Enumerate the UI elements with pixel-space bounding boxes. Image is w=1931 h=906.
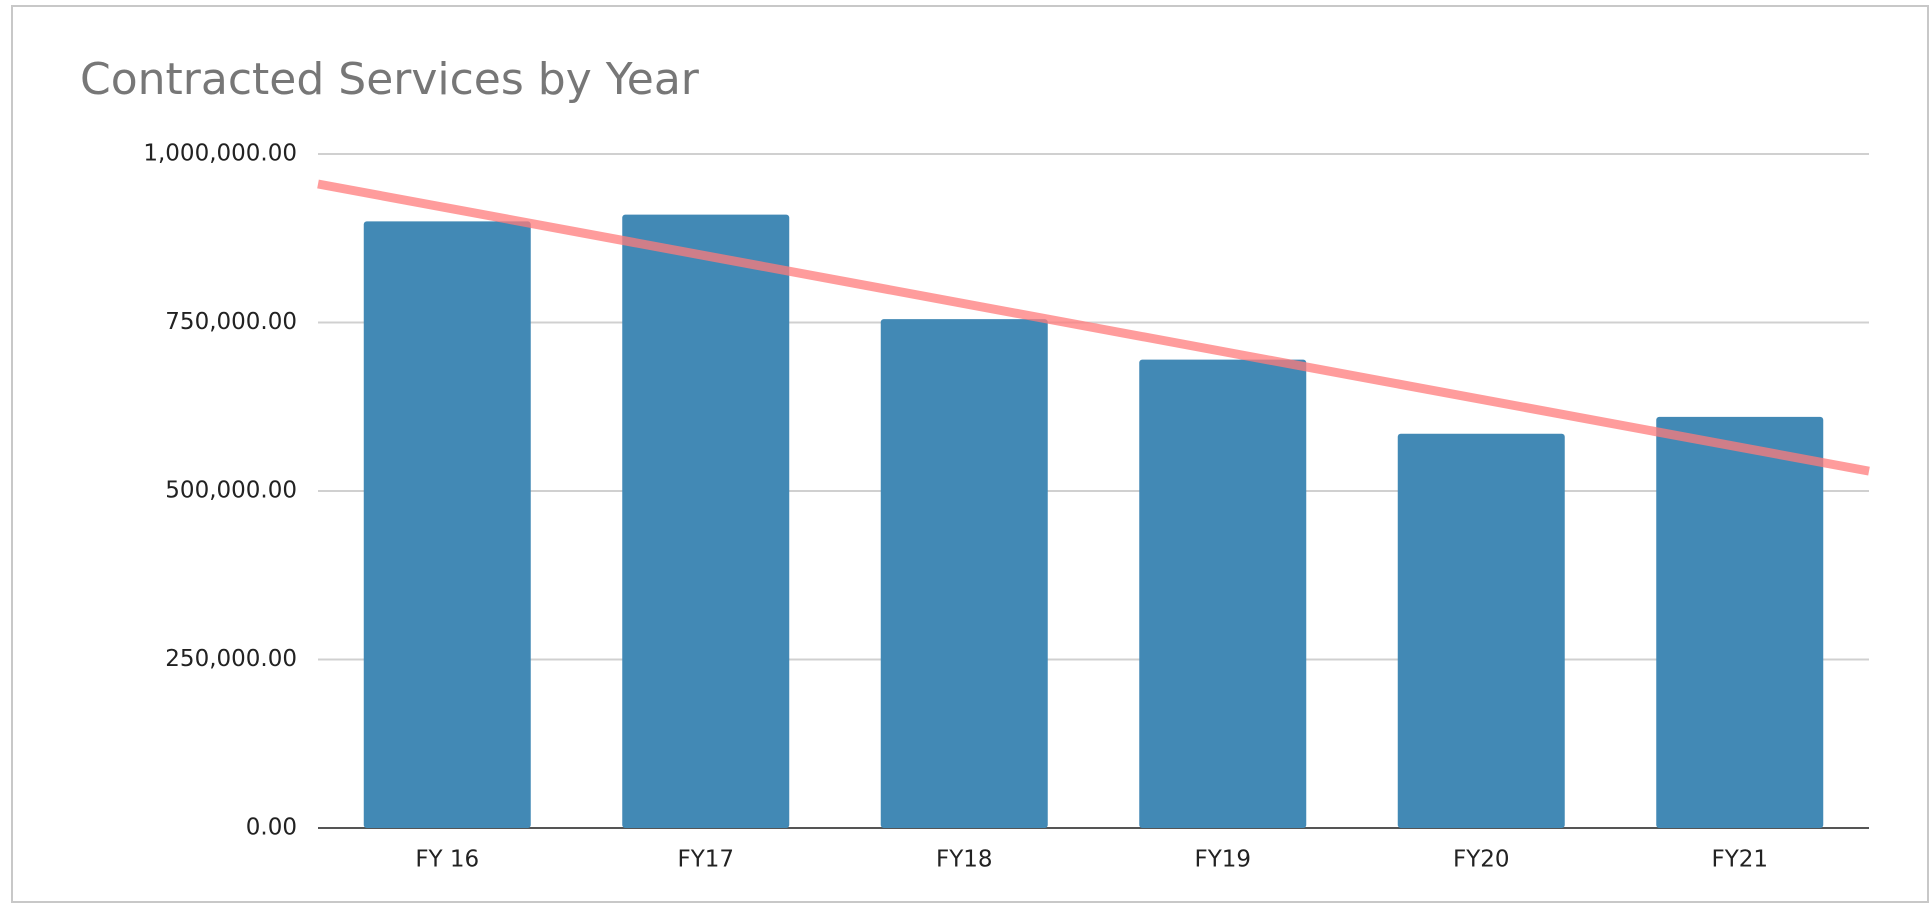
bar — [622, 214, 790, 828]
x-tick-label: FY18 — [936, 847, 993, 873]
x-tick-label: FY19 — [1194, 847, 1251, 873]
chart-title: Contracted Services by Year — [80, 54, 700, 105]
x-tick-label: FY 16 — [415, 847, 479, 873]
bar — [363, 221, 531, 828]
bar — [880, 319, 1048, 828]
trendline — [317, 179, 1870, 476]
y-tick-label: 0.00 — [246, 815, 297, 841]
bar — [1397, 433, 1565, 828]
y-tick-label: 1,000,000.00 — [143, 141, 297, 167]
y-tick-label: 250,000.00 — [165, 646, 297, 672]
bar — [1139, 359, 1307, 828]
bar — [1656, 416, 1824, 828]
x-tick-label: FY20 — [1453, 847, 1510, 873]
y-tick-label: 750,000.00 — [165, 309, 297, 335]
x-tick-label: FY21 — [1711, 847, 1768, 873]
y-tick-label: 500,000.00 — [165, 478, 297, 504]
x-tick-label: FY17 — [677, 847, 734, 873]
